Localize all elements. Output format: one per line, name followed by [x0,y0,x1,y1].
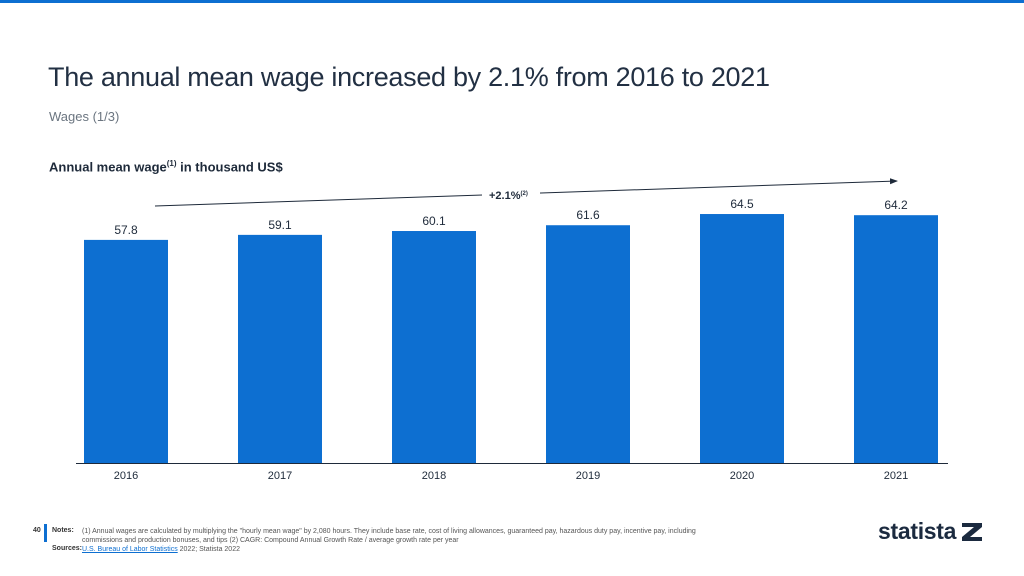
bar-2016 [84,239,168,463]
notes-text: (1) Annual wages are calculated by multi… [82,528,696,544]
value-label: 60.1 [422,214,446,228]
sources-label: Sources: [52,545,82,552]
notes-label: Notes: [52,527,74,534]
x-tick-label: 2018 [422,470,446,482]
source-link[interactable]: U.S. Bureau of Labor Statistics [82,546,178,553]
page-title: The annual mean wage increased by 2.1% f… [48,62,770,92]
x-tick-label: 2019 [576,470,600,482]
value-label: 59.1 [268,218,292,232]
bar-2018 [392,231,476,463]
sources-text: U.S. Bureau of Labor Statistics 2022; St… [82,546,240,553]
page-number-bar [44,524,47,542]
bar-2017 [238,234,322,463]
statista-logo-icon [962,522,983,541]
value-label: 57.8 [114,223,138,237]
top-accent-bar [0,0,1024,3]
statista-logo: statista [878,518,983,545]
x-tick-label: 2016 [114,470,138,482]
page-subtitle: Wages (1/3) [49,109,120,124]
value-label: 61.6 [576,208,600,222]
x-tick-label: 2017 [268,470,292,482]
cagr-label: +2.1%(2) [489,190,528,202]
value-label: 64.5 [730,197,754,211]
page-number: 40 [33,527,41,534]
x-tick-label: 2021 [884,470,908,482]
chart-title: Annual mean wage(1) in thousand US$ [49,159,283,175]
x-tick-label: 2020 [730,470,754,482]
bar-2020 [700,214,784,463]
bar-2021 [854,215,938,463]
bar-2019 [546,225,630,463]
value-label: 64.2 [884,198,908,212]
